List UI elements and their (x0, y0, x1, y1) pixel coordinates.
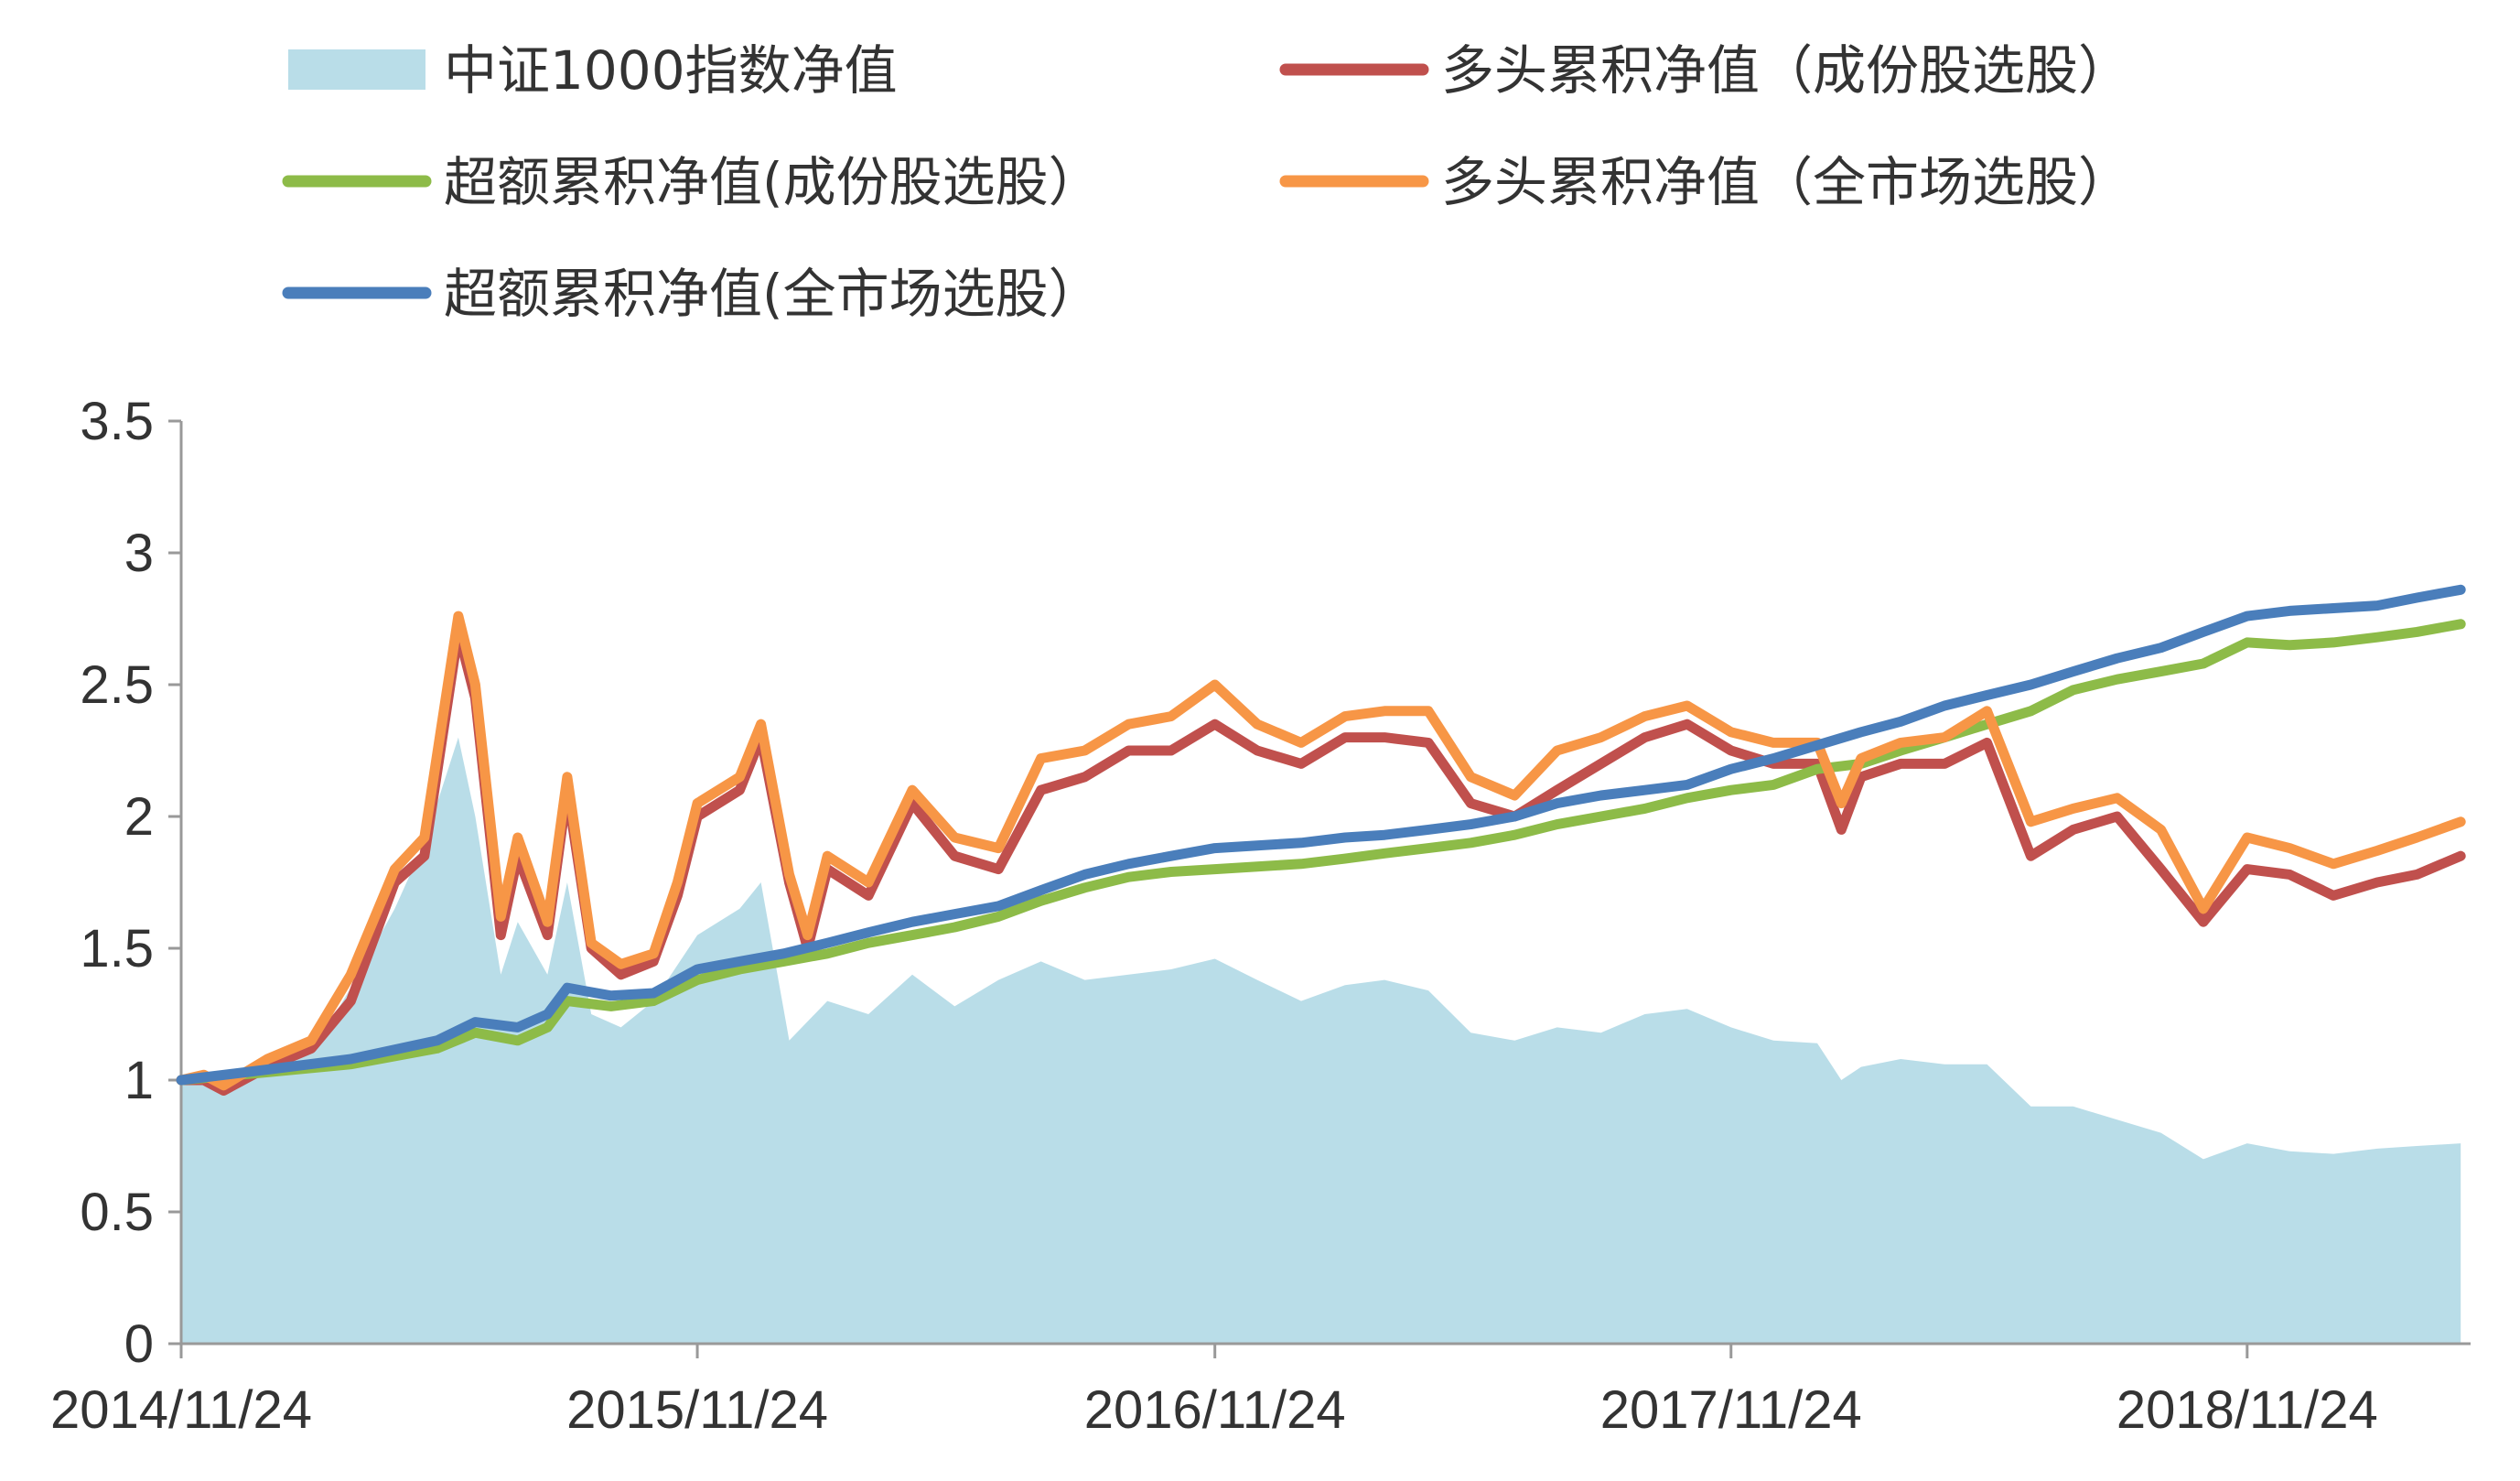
legend: 中证1000指数净值 多头累积净值（成份股选股） 超额累积净值(成份股选股） 多头累积… (282, 39, 2131, 325)
y-tick-label: 2.5 (80, 655, 154, 715)
legend-label: 超额累积净值(成份股选股） (444, 151, 1102, 213)
x-tick-label: 2015/11/24 (566, 1380, 828, 1440)
axes-layer: 0 0.5 1 1.5 2 2.5 3 3.5 2014/11/24 2015/11/24 2016… (50, 392, 2471, 1440)
lines-layer (176, 584, 2466, 1096)
series-line-3 (176, 611, 2466, 1091)
x-tick-label: 2018/11/24 (2116, 1380, 2378, 1440)
y-tick-label: 2 (124, 787, 154, 847)
legend-label: 多头累积净值（成份股选股） (1441, 39, 2131, 102)
series-area-0 (181, 737, 2461, 1344)
legend-label: 超额累积净值(全市场选股） (444, 263, 1102, 325)
area-layer (181, 737, 2461, 1344)
y-tick-label: 0 (124, 1314, 154, 1374)
x-tick-label: 2017/11/24 (1600, 1380, 1862, 1440)
legend-label: 中证1000指数净值 (444, 39, 898, 102)
legend-label: 多头累积净值（全市场选股） (1441, 151, 2131, 213)
x-tick-label: 2014/11/24 (50, 1380, 312, 1440)
legend-swatch-area (288, 49, 425, 90)
y-tick-label: 1 (124, 1051, 154, 1110)
y-tick-label: 3.5 (80, 392, 154, 451)
y-tick-label: 0.5 (80, 1183, 154, 1242)
series-line-4 (176, 584, 2466, 1086)
x-tick-label: 2016/11/24 (1084, 1380, 1346, 1440)
series-line-2 (176, 619, 2466, 1086)
y-tick-label: 3 (124, 524, 154, 583)
y-tick-label: 1.5 (80, 919, 154, 978)
